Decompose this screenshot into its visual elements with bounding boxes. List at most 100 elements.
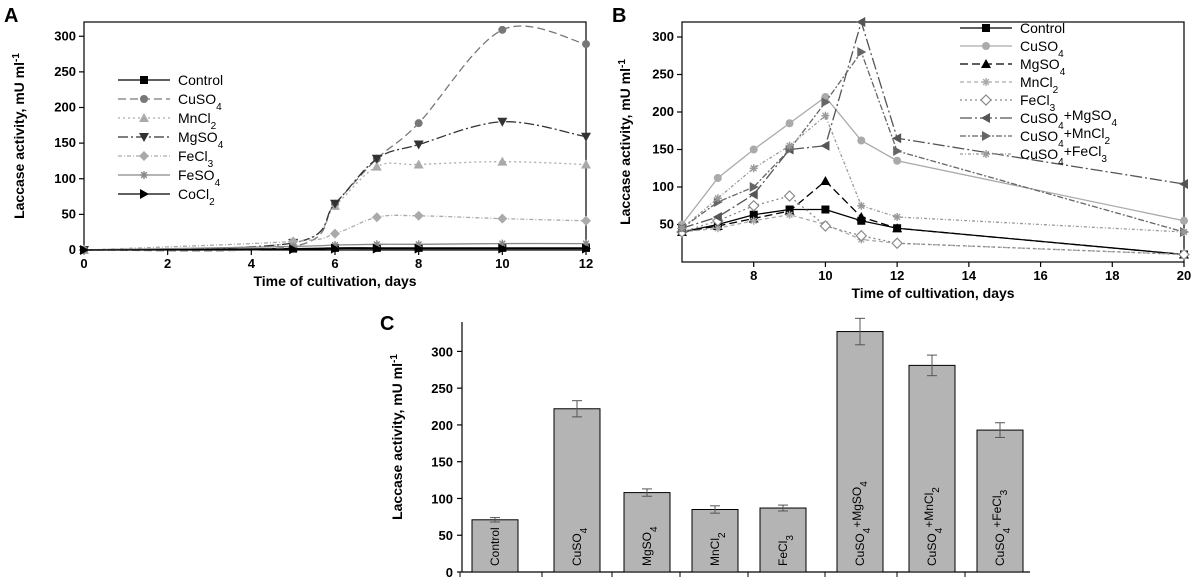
data-point — [581, 215, 591, 226]
x-tick-label: 12 — [890, 268, 904, 283]
series-markers-7 — [678, 111, 1188, 236]
series-line-6 — [681, 50, 1185, 233]
y-axis-title: Laccase activity, mU ml-1 — [617, 59, 634, 225]
x-tick-label: 8 — [415, 256, 422, 271]
data-point — [1179, 179, 1188, 189]
legend-entry-0: Control — [960, 20, 1065, 36]
data-point — [581, 159, 591, 169]
x-tick-label: 14 — [962, 268, 977, 283]
data-point — [414, 243, 424, 254]
series-line-5 — [681, 19, 1185, 229]
data-point — [678, 224, 686, 233]
y-tick-label: 100 — [652, 179, 674, 194]
bar-label-6: CuSO4+MnCl2 — [922, 487, 945, 566]
x-tick-label: 16 — [1033, 268, 1047, 283]
legend-entry-6: CoCl2 — [118, 186, 215, 208]
x-tick-label: 6 — [331, 256, 338, 271]
legend-entry-5: FeSO4 — [118, 167, 221, 189]
data-point — [857, 136, 866, 145]
y-tick-label: 300 — [431, 344, 453, 359]
legend-marker — [982, 24, 990, 32]
data-point — [330, 228, 340, 239]
legend-marker — [982, 150, 990, 158]
legend-entry-0: Control — [118, 72, 223, 88]
series-line-1 — [681, 96, 1185, 225]
y-tick-label: 50 — [439, 528, 453, 543]
series-markers-6 — [80, 243, 591, 255]
bar-0 — [471, 519, 519, 573]
bar-2 — [623, 492, 671, 573]
legend-label: Control — [178, 72, 223, 88]
plot-frame — [83, 21, 587, 251]
data-point — [892, 133, 902, 144]
data-point — [820, 140, 830, 151]
data-point — [785, 141, 794, 150]
bar-label-4: FeCl3 — [776, 535, 796, 566]
data-point — [371, 161, 382, 171]
series-line-2 — [681, 180, 1185, 256]
y-tick-label: 100 — [431, 491, 453, 506]
legend-label: CuSO4 — [1020, 38, 1064, 60]
series-line-4 — [83, 214, 587, 251]
y-tick-label: 200 — [431, 418, 453, 433]
data-point — [80, 245, 89, 255]
y-tick-label: 150 — [652, 142, 674, 157]
y-tick-label: 50 — [62, 206, 76, 221]
panel-letter-b: B — [612, 5, 626, 27]
y-tick-label: 0 — [446, 565, 453, 580]
legend-label: MnCl2 — [178, 110, 217, 132]
legend-entry-3: MgSO4 — [118, 129, 224, 151]
y-axis-title: Laccase activity, mU ml-1 — [389, 354, 406, 520]
legend-marker — [980, 94, 992, 106]
series-line-3 — [681, 214, 1185, 256]
y-tick-label: 100 — [54, 171, 76, 186]
legend-entry-1: CuSO4 — [118, 91, 222, 113]
data-point — [331, 243, 340, 254]
bar-label-7: CuSO4+FeCl3 — [990, 489, 1013, 566]
data-point — [582, 40, 590, 49]
data-point — [819, 220, 832, 232]
data-point — [371, 154, 382, 164]
x-tick-label: 10 — [818, 268, 832, 283]
data-point — [857, 47, 867, 57]
legend-label: CuSO4 — [178, 91, 222, 113]
data-point — [785, 119, 794, 128]
data-point — [1180, 228, 1188, 236]
legend-label: CuSO4+FeCl3 — [1020, 143, 1107, 168]
y-tick-label: 250 — [54, 64, 76, 79]
legend-entry-2: MnCl2 — [118, 110, 217, 132]
legend-label: CoCl2 — [178, 186, 215, 208]
data-point — [821, 111, 830, 120]
legend-entry-7: CuSO4+FeCl3 — [960, 143, 1107, 168]
series-line-4 — [681, 195, 1185, 256]
y-tick-label: 150 — [54, 135, 76, 150]
legend-marker — [982, 42, 990, 50]
data-point — [857, 201, 866, 210]
bar-1 — [553, 408, 601, 573]
data-point — [413, 159, 424, 169]
data-point — [289, 244, 299, 255]
x-tick-label: 20 — [1177, 268, 1191, 283]
data-point — [749, 145, 758, 154]
series-markers-5 — [677, 17, 1188, 234]
x-tick-label: 8 — [750, 268, 757, 283]
legend-label: MgSO4 — [1020, 56, 1066, 78]
panel-letter-a: A — [4, 5, 18, 27]
data-point — [856, 17, 866, 27]
data-point — [497, 117, 508, 127]
data-point — [414, 119, 423, 128]
data-point — [855, 229, 868, 242]
data-point — [856, 212, 867, 221]
x-tick-label: 10 — [495, 256, 509, 271]
data-point — [713, 174, 722, 182]
data-point — [749, 164, 758, 173]
data-point — [748, 189, 758, 200]
data-point — [498, 243, 508, 254]
legend-marker — [140, 189, 149, 199]
legend-label: CuSO4+MgSO4 — [1020, 107, 1118, 132]
y-tick-label: 250 — [431, 381, 453, 396]
data-point — [497, 213, 508, 224]
chart-panel-a: A 0 2 4 6 8 10 12 0 50 100 150 200 250 300 Time of cul… — [4, 5, 593, 289]
legend-marker — [139, 113, 149, 122]
series-markers-1 — [80, 25, 590, 254]
